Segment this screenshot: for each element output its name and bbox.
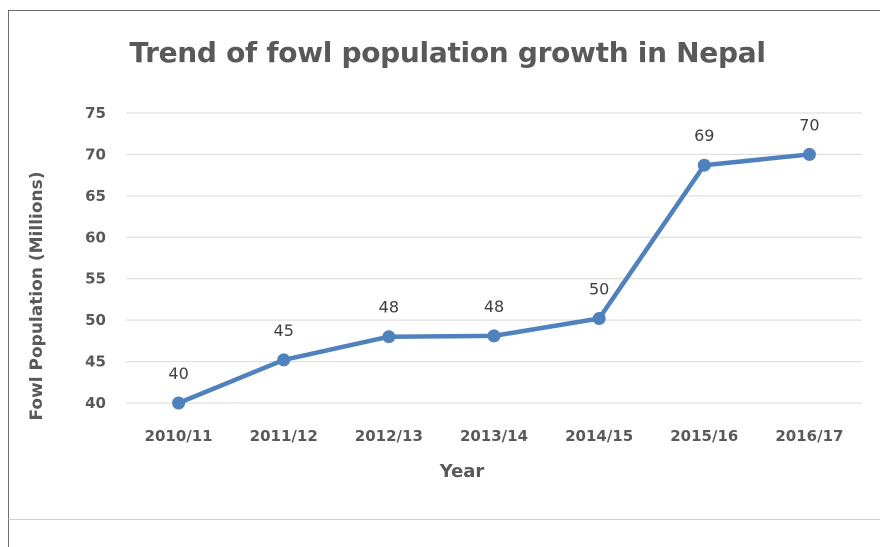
y-axis-ticks: 40 45 50 55 60 65 70 75 (85, 104, 106, 412)
data-labels: 40 45 48 48 50 69 70 (168, 115, 819, 383)
x-axis-label: Year (439, 461, 485, 482)
data-label: 48 (379, 298, 399, 317)
x-tick-label: 2014/15 (565, 427, 633, 445)
data-point (382, 330, 396, 344)
x-axis-ticks: 2010/11 2011/12 2012/13 2013/14 2014/15 2015/… (145, 427, 844, 445)
x-tick-label: 2010/11 (145, 427, 213, 445)
y-tick-label: 45 (85, 353, 106, 371)
data-point (802, 147, 816, 161)
x-tick-label: 2012/13 (355, 427, 423, 445)
y-tick-label: 40 (85, 394, 106, 412)
data-point (487, 329, 501, 343)
x-tick-label: 2016/17 (775, 427, 843, 445)
data-points (172, 147, 816, 410)
data-point (592, 311, 606, 325)
data-label: 40 (168, 364, 188, 383)
data-label: 50 (589, 279, 609, 298)
data-label: 45 (274, 321, 294, 340)
y-tick-label: 65 (85, 187, 106, 205)
y-tick-label: 70 (85, 145, 106, 163)
data-point (697, 158, 711, 172)
y-tick-label: 75 (85, 104, 106, 122)
y-tick-label: 60 (85, 228, 106, 246)
chart-frame (8, 10, 880, 520)
y-axis-label: Fowl Population (Millions) (27, 171, 47, 421)
data-label: 70 (799, 115, 819, 134)
x-tick-label: 2011/12 (250, 427, 318, 445)
y-tick-label: 50 (85, 311, 106, 329)
frame-edge (8, 520, 9, 547)
data-point (172, 396, 186, 410)
x-tick-label: 2013/14 (460, 427, 528, 445)
gridlines (126, 112, 862, 404)
data-point (277, 353, 291, 367)
y-tick-label: 55 (85, 270, 106, 288)
data-label: 69 (694, 126, 714, 145)
chart-title: Trend of fowl population growth in Nepal (129, 36, 766, 69)
data-label: 48 (484, 297, 504, 316)
x-tick-label: 2015/16 (670, 427, 738, 445)
